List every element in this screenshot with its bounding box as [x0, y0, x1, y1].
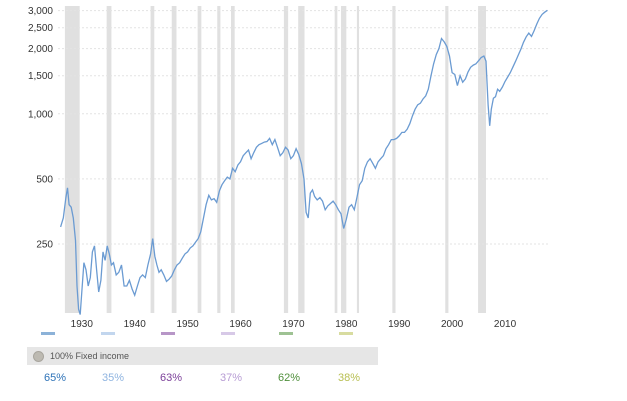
- x-tick-label: 2000: [441, 319, 464, 330]
- recession-band: [334, 6, 338, 313]
- x-tick-label: 1990: [388, 319, 411, 330]
- series-line: [59, 9, 548, 315]
- recession-band: [197, 6, 202, 313]
- recession-band: [341, 6, 347, 313]
- x-tick-label: 1950: [176, 319, 199, 330]
- y-tick-label: 1,500: [28, 71, 53, 82]
- faint-color-strip: [27, 332, 378, 336]
- recession-band: [217, 6, 221, 313]
- recession-band: [106, 6, 112, 313]
- legend-dot-icon: [33, 350, 44, 362]
- x-tick-label: 1970: [282, 319, 305, 330]
- legend-bar[interactable]: 100% Fixed income: [27, 347, 378, 365]
- recession-band: [150, 6, 155, 313]
- y-tick-label: 3,000: [28, 6, 53, 17]
- y-axis: 250 500 1,000 1,500 2,000 2,500 3,000: [28, 6, 53, 250]
- recession-band: [64, 6, 80, 313]
- x-tick-label: 1940: [124, 319, 147, 330]
- allocation-value: 38%: [338, 372, 361, 384]
- allocation-value: 65%: [44, 372, 67, 384]
- x-tick-label: 1930: [71, 319, 94, 330]
- line-chart: 250 500 1,000 1,500 2,000 2,500 3,000 1930 1940…: [28, 6, 550, 330]
- allocation-value: 35%: [102, 372, 125, 384]
- recession-band: [298, 6, 305, 313]
- recession-band: [445, 6, 449, 313]
- recession-bands: [64, 6, 486, 313]
- y-tick-label: 250: [36, 240, 53, 251]
- allocation-value: 63%: [160, 372, 183, 384]
- recession-band: [230, 6, 235, 313]
- gridlines: [58, 10, 550, 245]
- x-tick-label: 1960: [229, 319, 252, 330]
- allocation-value: 62%: [278, 372, 301, 384]
- allocation-row: 65% 35% 63% 37% 62% 38%: [27, 372, 378, 388]
- x-tick-label: 1980: [335, 319, 358, 330]
- recession-band: [356, 6, 360, 313]
- x-tick-label: 2010: [494, 319, 517, 330]
- y-tick-label: 2,000: [28, 44, 53, 55]
- y-tick-label: 1,000: [28, 109, 53, 120]
- recession-band: [478, 6, 486, 313]
- y-tick-label: 2,500: [28, 23, 53, 34]
- x-axis: 1930 1940 1950 1960 1970 1980 1990 2000 2010: [71, 319, 517, 330]
- legend-label: 100% Fixed income: [50, 351, 130, 361]
- recession-band: [171, 6, 177, 313]
- allocation-value: 37%: [220, 372, 243, 384]
- recession-band: [392, 6, 396, 313]
- y-tick-label: 500: [36, 174, 53, 185]
- recession-band: [283, 6, 289, 313]
